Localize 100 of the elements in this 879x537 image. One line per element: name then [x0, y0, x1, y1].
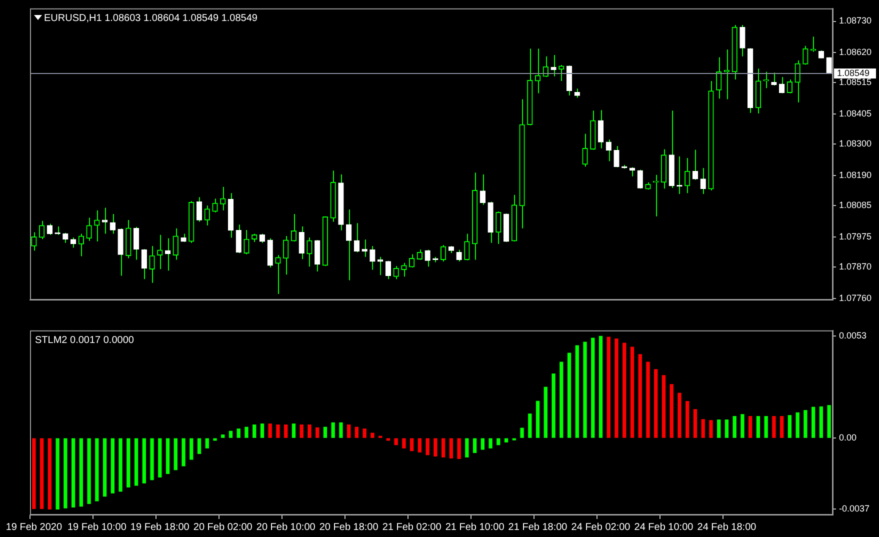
bar	[190, 438, 194, 460]
y-tick-label: 0.0053	[839, 330, 867, 341]
bar	[418, 438, 422, 452]
candlestick	[700, 168, 706, 195]
bar	[732, 416, 736, 438]
bar	[575, 345, 579, 438]
y-tick-label: 1.08620	[839, 47, 872, 58]
bar	[205, 438, 209, 448]
bar	[276, 424, 280, 438]
candlestick	[629, 166, 636, 177]
y-tick-label: -0.0037	[839, 504, 870, 514]
candlestick	[31, 232, 37, 252]
bar	[284, 424, 288, 438]
candlestick	[740, 24, 746, 57]
bar	[591, 338, 595, 438]
bar	[686, 401, 690, 438]
x-tick-label: 21 Feb 10:00	[445, 522, 505, 533]
candlestick	[38, 220, 45, 240]
y-tick-label: 1.07870	[839, 261, 872, 272]
x-tick-label: 21 Feb 18:00	[508, 522, 568, 533]
bar	[48, 438, 52, 510]
bar	[354, 426, 359, 438]
candlestick	[794, 60, 800, 103]
candlestick	[110, 214, 116, 234]
bar	[614, 338, 618, 438]
bar	[670, 384, 674, 438]
candlestick	[464, 233, 470, 261]
candlestick	[598, 110, 604, 149]
candlestick	[534, 48, 541, 94]
candlestick	[298, 226, 304, 260]
bar	[598, 336, 603, 438]
bar	[79, 438, 83, 507]
bar	[362, 428, 366, 438]
bar	[142, 438, 146, 484]
bar	[197, 438, 202, 454]
candlestick	[692, 149, 698, 180]
bar	[441, 438, 446, 458]
y-tick-label: 1.08730	[839, 16, 872, 26]
bar	[347, 424, 351, 438]
bar	[426, 438, 430, 456]
bar	[567, 352, 572, 438]
bar	[544, 386, 548, 438]
bar	[496, 438, 500, 446]
bar	[236, 428, 240, 438]
bar	[804, 410, 808, 438]
bar	[796, 412, 800, 438]
bar	[410, 438, 414, 452]
bar	[504, 438, 508, 442]
bar	[331, 422, 335, 438]
candlestick	[779, 76, 785, 94]
bar	[402, 438, 406, 448]
bar	[323, 426, 328, 438]
candlestick	[236, 224, 242, 254]
candlestick	[141, 248, 147, 280]
candlestick	[149, 246, 155, 284]
bar	[134, 438, 138, 486]
candlestick	[424, 249, 430, 268]
bar	[520, 428, 524, 438]
candlestick	[385, 260, 392, 280]
candlestick	[771, 72, 777, 86]
bar	[56, 438, 60, 510]
bar	[449, 438, 454, 458]
candlestick	[393, 266, 399, 280]
bar	[292, 424, 296, 438]
x-tick-label: 19 Feb 18:00	[130, 522, 190, 533]
candlestick	[196, 196, 202, 222]
candlestick	[786, 79, 793, 94]
candlestick	[283, 236, 289, 276]
candlestick	[70, 236, 76, 248]
candlestick	[46, 223, 53, 236]
y-tick-label: 1.08300	[839, 138, 872, 149]
x-tick-label: 21 Feb 02:00	[382, 522, 442, 533]
candlestick	[370, 246, 376, 270]
candlestick	[78, 233, 84, 257]
bar	[536, 400, 540, 438]
bar	[40, 438, 44, 509]
text: STLM2 0.0017 0.0000	[35, 335, 134, 346]
bar	[764, 416, 768, 438]
candlestick	[826, 56, 832, 74]
bar	[606, 336, 610, 438]
x-tick-label: 24 Feb 18:00	[697, 522, 757, 533]
bar	[158, 438, 162, 478]
candlestick	[496, 210, 502, 245]
bar	[166, 438, 170, 474]
bar	[118, 438, 122, 492]
candlestick	[401, 262, 407, 278]
bar	[316, 427, 320, 438]
y-tick-label: 1.08085	[839, 200, 872, 210]
bar	[788, 415, 792, 438]
candlestick	[86, 217, 92, 242]
candlestick	[480, 174, 486, 206]
candlestick	[582, 133, 588, 168]
candlestick	[306, 236, 312, 268]
bar	[630, 346, 634, 438]
candlestick	[62, 232, 68, 244]
ref-line-label: 1.08549	[837, 68, 870, 78]
candlestick	[684, 158, 690, 194]
bar	[174, 438, 178, 470]
y-tick-label: 1.08405	[839, 108, 872, 119]
bar	[370, 432, 374, 438]
